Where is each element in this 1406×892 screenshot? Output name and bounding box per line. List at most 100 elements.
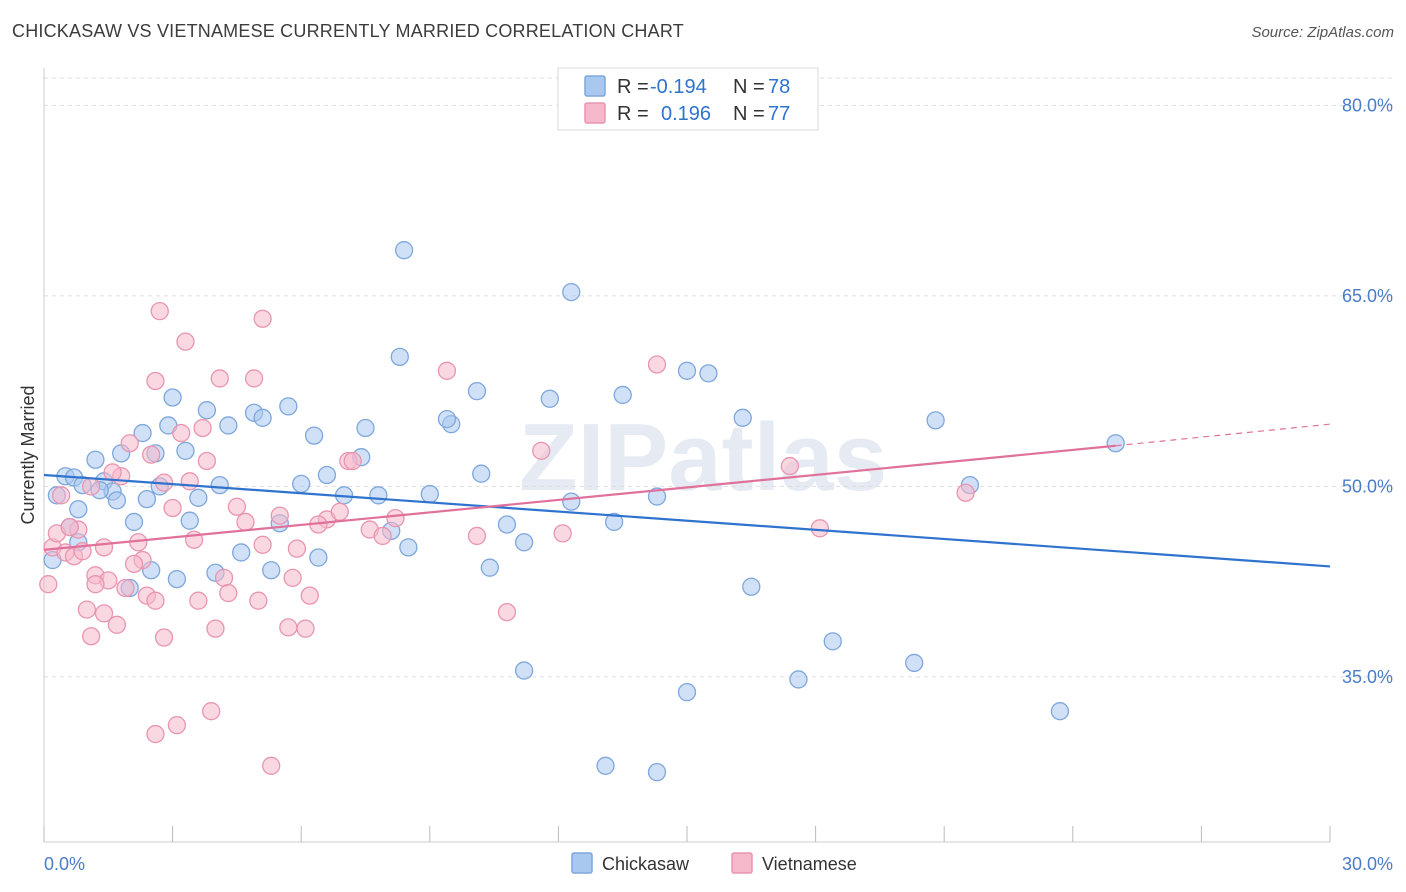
chickasaw-point xyxy=(86,450,105,469)
vietnamese-point xyxy=(189,591,208,610)
vietnamese-point xyxy=(300,586,319,605)
chickasaw-point xyxy=(677,682,697,702)
vietnamese-point xyxy=(647,355,667,374)
vietnamese-point xyxy=(206,619,225,638)
chickasaw-point xyxy=(480,558,499,577)
vietnamese-point xyxy=(780,456,800,476)
bottom-legend-label-vietnamese: Vietnamese xyxy=(762,854,857,874)
vietnamese-point xyxy=(296,619,315,638)
vietnamese-point xyxy=(116,578,135,598)
chickasaw-point xyxy=(133,423,152,443)
bottom-legend: Chickasaw Vietnamese xyxy=(571,852,857,874)
legend-r-value-1: -0.194 xyxy=(650,76,707,98)
vietnamese-point xyxy=(467,526,487,546)
legend-r-value-2: 0.196 xyxy=(661,103,711,125)
chickasaw-point xyxy=(107,491,127,510)
vietnamese-point xyxy=(437,361,457,380)
chickasaw-point xyxy=(304,426,324,445)
vietnamese-point xyxy=(150,301,169,321)
y-axis-title: Currently Married xyxy=(18,385,38,524)
vietnamese-point xyxy=(287,539,307,558)
legend-r-label-1: R = xyxy=(617,76,649,98)
vietnamese-point xyxy=(176,332,195,351)
vietnamese-trend-extension xyxy=(1115,423,1331,447)
vietnamese-point xyxy=(279,618,298,637)
vietnamese-point xyxy=(163,498,182,518)
chickasaw-point xyxy=(497,515,517,534)
axes xyxy=(43,68,1331,843)
bottom-legend-swatch-chickasaw xyxy=(571,852,593,874)
chickasaw-point xyxy=(232,543,251,562)
vietnamese-point xyxy=(214,568,234,587)
chickasaw-point xyxy=(472,464,491,483)
vietnamese-point xyxy=(227,497,247,516)
y-tick-label: 65.0% xyxy=(1342,286,1393,306)
vietnamese-point xyxy=(82,477,101,496)
chickasaw-point xyxy=(124,512,144,532)
chickasaw-point xyxy=(137,489,157,509)
vietnamese-trend-line xyxy=(43,444,1116,551)
chickasaw-point xyxy=(262,561,281,580)
chickasaw-point xyxy=(562,282,581,302)
vietnamese-point xyxy=(120,434,139,453)
chickasaw-point xyxy=(309,548,328,567)
x-tick-label-max: 30.0% xyxy=(1342,854,1393,874)
chickasaw-point xyxy=(540,389,559,408)
x-tick-label-min: 0.0% xyxy=(44,854,85,874)
chickasaw-point xyxy=(699,364,718,383)
chickasaw-point xyxy=(69,500,88,519)
chickasaw-point xyxy=(394,241,414,260)
vietnamese-point xyxy=(253,535,272,554)
chickasaw-point xyxy=(514,533,534,552)
chickasaw-point xyxy=(789,670,808,689)
vietnamese-point xyxy=(86,575,105,594)
vietnamese-point xyxy=(236,512,255,532)
chickasaw-point xyxy=(1106,434,1125,453)
legend-swatch-vietnamese xyxy=(584,102,606,124)
vietnamese-point xyxy=(142,445,161,464)
chickasaw-point xyxy=(905,653,924,673)
vietnamese-point xyxy=(107,615,127,634)
vietnamese-point xyxy=(154,628,174,647)
vietnamese-point xyxy=(386,509,405,528)
chickasaw-point xyxy=(279,397,298,416)
chickasaw-point xyxy=(180,511,199,530)
chickasaw-point xyxy=(210,475,229,495)
legend: R = -0.194 N = 78 R = 0.196 N = 77 xyxy=(557,67,819,131)
vietnamese-point xyxy=(197,451,217,471)
vietnamese-point xyxy=(94,604,114,623)
y-tick-label: 35.0% xyxy=(1342,667,1393,687)
vietnamese-point xyxy=(283,568,302,587)
vietnamese-point xyxy=(146,724,165,744)
chickasaw-point xyxy=(823,632,842,651)
vietnamese-point xyxy=(77,600,97,619)
vietnamese-point xyxy=(262,756,281,775)
chickasaw-point xyxy=(437,409,457,429)
y-tick-labels: 35.0% 50.0% 65.0% 80.0% xyxy=(1342,95,1393,687)
legend-r-label-2: R = xyxy=(617,103,649,125)
chickasaw-point xyxy=(596,756,615,775)
vietnamese-point xyxy=(253,309,272,328)
vietnamese-point xyxy=(124,554,144,574)
vietnamese-point xyxy=(39,575,58,594)
chickasaw-point xyxy=(733,408,752,427)
y-tick-label: 50.0% xyxy=(1342,476,1393,496)
chickasaw-point xyxy=(253,408,272,427)
chickasaw-point xyxy=(292,474,311,494)
y-tick-label: 80.0% xyxy=(1342,95,1393,115)
vietnamese-point xyxy=(94,538,114,557)
chickasaw-point xyxy=(420,484,439,504)
legend-n-label-2: N = xyxy=(733,103,765,125)
vietnamese-point xyxy=(249,591,268,610)
chickasaw-point xyxy=(613,385,632,405)
trend-lines xyxy=(43,423,1331,568)
vietnamese-point xyxy=(553,524,572,543)
vietnamese-point xyxy=(51,486,71,505)
x-tick-labels: 0.0% 30.0% xyxy=(44,854,1393,874)
vietnamese-point xyxy=(810,519,830,538)
vietnamese-point xyxy=(244,369,264,388)
vietnamese-point xyxy=(956,483,975,502)
legend-n-value-2: 77 xyxy=(768,103,790,125)
vietnamese-point xyxy=(270,506,289,525)
bottom-legend-label-chickasaw: Chickasaw xyxy=(602,854,690,874)
